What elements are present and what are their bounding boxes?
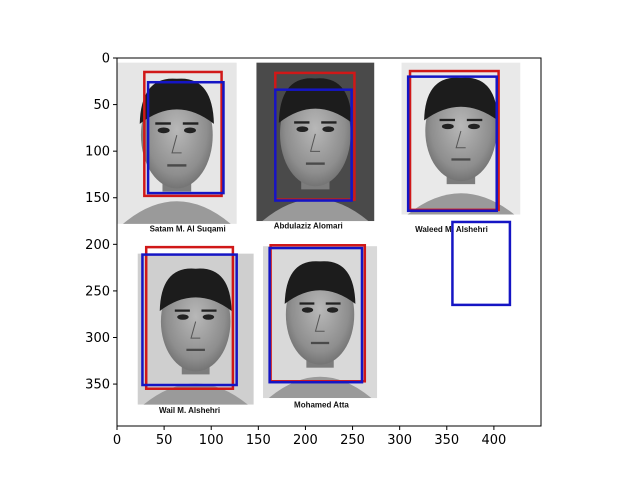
y-tick-label: 250: [85, 284, 110, 299]
photo-atta: [263, 246, 378, 399]
y-tick-label: 150: [85, 191, 110, 206]
axes-frame: [116, 57, 542, 427]
photo-caption: Mohamed Atta: [294, 400, 349, 409]
photo-caption: Abdulaziz Alomari: [274, 221, 343, 230]
x-tick-label: 250: [340, 433, 365, 448]
x-tick-label: 100: [199, 433, 224, 448]
blue-bounding-box: [406, 75, 498, 213]
photo-caption: Wail M. Alshehri: [159, 406, 220, 415]
y-axis: 0 50 100 150 200 250 300 350: [85, 52, 117, 393]
y-tick-label: 0: [102, 52, 110, 67]
x-tick-label: 300: [387, 433, 412, 448]
photo-wail: [137, 253, 254, 405]
y-tick-label: 350: [85, 378, 110, 393]
x-axis: 0 50 100 150 200 250 300 350 400: [113, 426, 506, 448]
blue-bounding-box: [146, 80, 225, 195]
x-tick-label: 50: [156, 433, 173, 448]
x-tick-label: 150: [246, 433, 271, 448]
photo-salam: [117, 62, 237, 224]
x-tick-label: 350: [434, 433, 459, 448]
blue-bounding-box: [274, 88, 353, 202]
blue-bounding-box: [268, 246, 364, 384]
y-tick-label: 300: [85, 331, 110, 346]
blue-bounding-box: [451, 220, 512, 307]
y-tick-label: 100: [85, 145, 110, 160]
bounding-boxes-layer: [141, 69, 512, 390]
photo-waleed: [401, 62, 521, 215]
photo-caption: Satam M. Al Suqami: [150, 224, 226, 233]
y-tick-label: 200: [85, 238, 110, 253]
x-tick-label: 0: [113, 433, 121, 448]
x-tick-label: 200: [293, 433, 318, 448]
blue-bounding-box: [141, 253, 238, 387]
y-tick-label: 50: [93, 98, 110, 113]
plot-area: Satam M. Al Suqami Abdulaziz Alomari Walee…: [117, 62, 521, 415]
red-bounding-box: [143, 70, 223, 198]
x-tick-label: 400: [481, 433, 506, 448]
red-bounding-box: [144, 245, 235, 390]
